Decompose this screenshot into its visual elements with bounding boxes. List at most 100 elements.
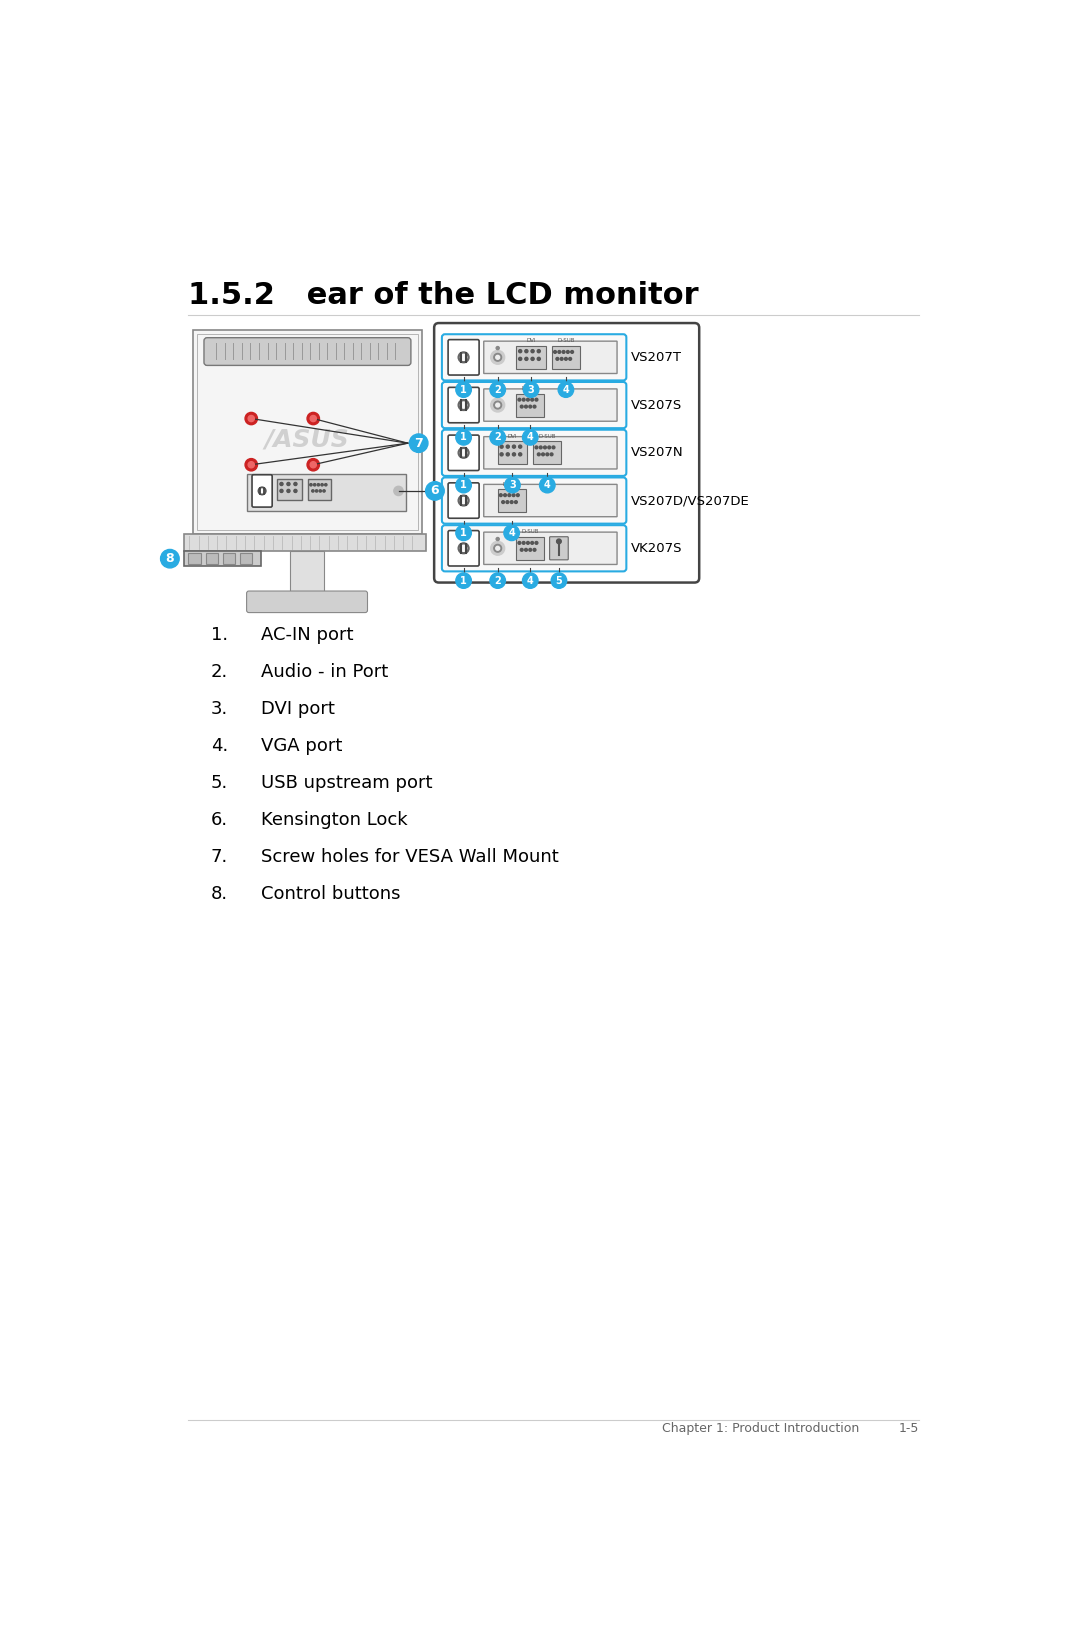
Circle shape bbox=[456, 382, 471, 397]
Circle shape bbox=[570, 350, 573, 353]
Circle shape bbox=[456, 430, 471, 446]
Circle shape bbox=[504, 526, 519, 540]
Text: 4: 4 bbox=[527, 433, 534, 443]
Circle shape bbox=[514, 501, 517, 503]
Circle shape bbox=[460, 355, 467, 361]
Text: Screw holes for VESA Wall Mount: Screw holes for VESA Wall Mount bbox=[261, 848, 559, 866]
Circle shape bbox=[523, 573, 538, 589]
Bar bbox=[184, 552, 261, 566]
Circle shape bbox=[521, 548, 523, 552]
Bar bbox=[516, 394, 544, 417]
Circle shape bbox=[507, 501, 509, 503]
Circle shape bbox=[543, 446, 546, 449]
Circle shape bbox=[490, 350, 504, 364]
Circle shape bbox=[456, 526, 471, 540]
Text: 1.: 1. bbox=[211, 626, 228, 644]
Circle shape bbox=[518, 399, 521, 402]
Text: 1: 1 bbox=[460, 576, 467, 586]
Circle shape bbox=[456, 477, 471, 493]
Bar bbox=[308, 478, 332, 499]
Circle shape bbox=[535, 399, 538, 402]
Circle shape bbox=[518, 358, 522, 361]
Circle shape bbox=[426, 482, 444, 499]
Circle shape bbox=[496, 537, 499, 540]
Circle shape bbox=[280, 483, 283, 485]
Text: 5: 5 bbox=[555, 576, 563, 586]
Text: VS207T: VS207T bbox=[631, 351, 681, 364]
Circle shape bbox=[496, 355, 500, 360]
Text: 2: 2 bbox=[495, 433, 501, 443]
Circle shape bbox=[260, 490, 264, 493]
Text: Chapter 1: Product Introduction: Chapter 1: Product Introduction bbox=[662, 1422, 860, 1435]
Text: VS207N: VS207N bbox=[631, 446, 684, 459]
Text: 1: 1 bbox=[460, 480, 467, 490]
Bar bbox=[534, 441, 562, 464]
Polygon shape bbox=[435, 334, 445, 578]
FancyBboxPatch shape bbox=[442, 430, 626, 477]
Circle shape bbox=[504, 477, 521, 493]
Bar bbox=[205, 553, 218, 565]
Text: 2: 2 bbox=[495, 384, 501, 395]
Bar bbox=[516, 347, 545, 369]
Circle shape bbox=[523, 542, 525, 545]
Text: 4.: 4. bbox=[211, 737, 228, 755]
Circle shape bbox=[535, 446, 538, 449]
Bar bbox=[552, 347, 580, 369]
FancyBboxPatch shape bbox=[252, 475, 272, 508]
Circle shape bbox=[258, 486, 266, 495]
Circle shape bbox=[294, 490, 297, 493]
Text: VK207S: VK207S bbox=[631, 542, 683, 555]
FancyBboxPatch shape bbox=[448, 340, 480, 376]
Circle shape bbox=[494, 545, 501, 552]
Circle shape bbox=[542, 452, 544, 456]
Circle shape bbox=[512, 446, 515, 447]
Text: 3: 3 bbox=[528, 384, 535, 395]
Text: 8: 8 bbox=[165, 552, 174, 565]
Circle shape bbox=[500, 452, 503, 456]
Circle shape bbox=[318, 483, 320, 486]
Text: 7: 7 bbox=[415, 436, 423, 449]
Circle shape bbox=[460, 498, 467, 504]
Text: DVI port: DVI port bbox=[261, 700, 335, 719]
FancyBboxPatch shape bbox=[550, 537, 568, 560]
Circle shape bbox=[409, 434, 428, 452]
Text: Control buttons: Control buttons bbox=[261, 885, 401, 903]
Bar bbox=[184, 534, 427, 552]
Circle shape bbox=[554, 350, 556, 353]
FancyBboxPatch shape bbox=[448, 387, 480, 423]
Text: 8.: 8. bbox=[211, 885, 228, 903]
Text: 1.5.2   ear of the LCD monitor: 1.5.2 ear of the LCD monitor bbox=[188, 281, 699, 311]
Circle shape bbox=[534, 548, 536, 552]
Circle shape bbox=[524, 382, 539, 397]
Circle shape bbox=[507, 452, 510, 456]
Circle shape bbox=[525, 358, 528, 361]
Text: 6.: 6. bbox=[211, 812, 228, 830]
Circle shape bbox=[287, 490, 291, 493]
Text: /ASUS: /ASUS bbox=[265, 428, 350, 451]
Circle shape bbox=[556, 358, 558, 360]
Text: 1: 1 bbox=[460, 384, 467, 395]
Circle shape bbox=[527, 542, 529, 545]
FancyBboxPatch shape bbox=[442, 382, 626, 428]
FancyBboxPatch shape bbox=[204, 338, 410, 366]
Text: 2: 2 bbox=[495, 576, 501, 586]
Bar bbox=[291, 552, 324, 594]
Text: D-SUB: D-SUB bbox=[503, 482, 521, 486]
Circle shape bbox=[456, 573, 471, 589]
Circle shape bbox=[500, 446, 503, 447]
Bar bbox=[189, 553, 201, 565]
Circle shape bbox=[531, 358, 535, 361]
Circle shape bbox=[512, 493, 515, 496]
Text: 2.: 2. bbox=[211, 664, 228, 682]
Circle shape bbox=[460, 449, 467, 456]
Bar bbox=[240, 553, 252, 565]
Circle shape bbox=[394, 486, 403, 496]
Circle shape bbox=[537, 358, 540, 361]
Circle shape bbox=[529, 405, 531, 408]
Circle shape bbox=[490, 573, 505, 589]
Circle shape bbox=[458, 447, 469, 459]
Circle shape bbox=[458, 400, 469, 410]
Circle shape bbox=[496, 547, 500, 550]
Text: 4: 4 bbox=[509, 527, 515, 539]
Circle shape bbox=[280, 490, 283, 493]
